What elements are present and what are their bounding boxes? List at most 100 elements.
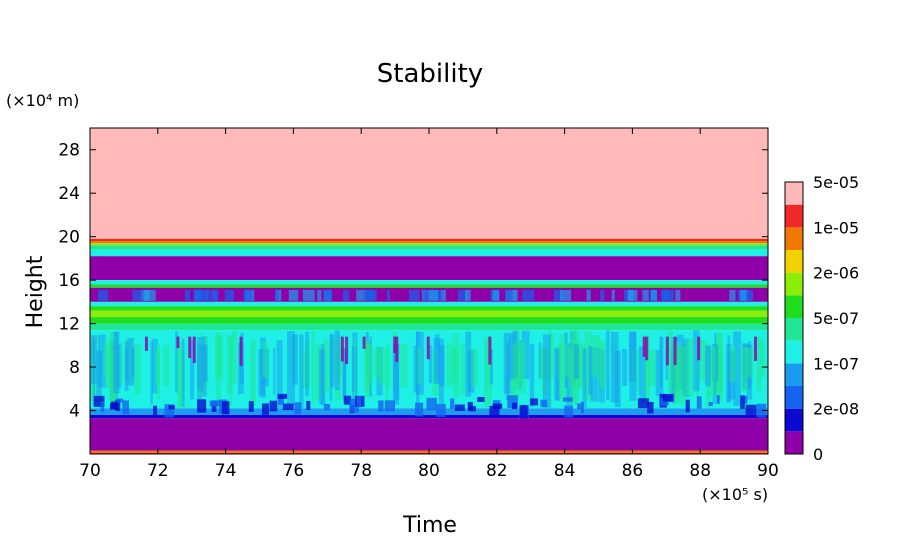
texture-gap xyxy=(317,289,322,301)
texture-streak xyxy=(353,338,356,395)
texture-dip xyxy=(306,400,311,410)
texture-gap xyxy=(642,289,649,301)
colorbar-swatch xyxy=(785,295,803,318)
texture-streak xyxy=(343,348,346,402)
colorbar-swatch xyxy=(785,250,803,273)
contour-plot-area xyxy=(90,128,768,454)
texture-streak xyxy=(151,338,158,394)
contour-band-8 xyxy=(90,284,768,288)
contour-band-18 xyxy=(90,418,768,451)
texture-pocket xyxy=(144,336,148,351)
texture-streak xyxy=(113,331,120,394)
texture-dip xyxy=(745,404,757,415)
texture-gap xyxy=(553,289,563,301)
texture-dip xyxy=(116,398,124,403)
x-tick-label: 90 xyxy=(757,461,779,481)
contour-band-11 xyxy=(90,306,768,311)
texture-streak xyxy=(573,344,580,380)
texture-gap xyxy=(145,289,156,301)
texture-gap xyxy=(740,289,747,301)
texture-streak xyxy=(258,349,265,396)
texture-streak xyxy=(760,340,765,378)
texture-dip xyxy=(562,397,573,402)
texture-pocket xyxy=(192,336,196,364)
texture-streak xyxy=(385,348,389,408)
colorbar-label: 0 xyxy=(813,445,823,464)
texture-gap xyxy=(522,289,535,301)
texture-dip xyxy=(100,401,105,413)
texture-streak xyxy=(249,339,256,406)
x-tick-label: 88 xyxy=(689,461,711,481)
y-tick-label: 16 xyxy=(58,271,80,291)
x-axis-label: Time xyxy=(402,513,457,538)
texture-streak xyxy=(311,330,315,404)
texture-streak xyxy=(640,346,647,405)
texture-streak xyxy=(305,331,309,397)
texture-gap xyxy=(141,289,150,301)
texture-dip xyxy=(93,395,105,407)
texture-gap xyxy=(386,289,391,301)
texture-streak xyxy=(127,338,135,386)
x-tick-label: 72 xyxy=(147,461,169,481)
texture-streak xyxy=(520,341,526,395)
texture-streak xyxy=(175,331,179,393)
texture-streak xyxy=(453,348,460,398)
texture-dip xyxy=(580,401,584,414)
texture-pocket xyxy=(345,336,349,365)
texture-gap xyxy=(243,289,253,301)
texture-pocket xyxy=(426,336,430,360)
texture-gap xyxy=(440,289,446,301)
texture-pocket xyxy=(665,336,669,366)
texture-dip xyxy=(489,405,500,418)
colorbar-label: 5e-05 xyxy=(813,173,859,192)
texture-gap xyxy=(650,289,657,301)
texture-streak xyxy=(529,343,535,407)
texture-dip xyxy=(248,401,254,412)
texture-pocket xyxy=(488,336,492,365)
texture-dip xyxy=(577,403,582,410)
x-tick-label: 74 xyxy=(215,461,237,481)
texture-dip xyxy=(282,403,294,411)
texture-dip xyxy=(637,398,649,409)
texture-streak xyxy=(538,342,542,379)
colorbar: 0 2e-08 1e-07 5e-07 2e-06 1e-05 5e-05 xyxy=(784,173,859,464)
texture-dip xyxy=(343,395,352,405)
texture-dip xyxy=(261,403,269,415)
contour-band-10 xyxy=(90,301,768,307)
texture-streak xyxy=(299,334,304,409)
texture-streak xyxy=(591,335,599,378)
texture-gap xyxy=(324,289,333,301)
texture-streak xyxy=(329,333,333,401)
contour-band-12 xyxy=(90,310,768,318)
texture-pocket xyxy=(697,336,701,361)
texture-dip xyxy=(540,399,548,408)
texture-streak xyxy=(564,343,570,377)
x-tick-label: 70 xyxy=(79,461,101,481)
contour-band-17 xyxy=(90,414,768,419)
texture-gap xyxy=(505,289,512,301)
y-tick-label: 4 xyxy=(69,402,80,422)
texture-streak xyxy=(416,346,421,384)
texture-gap xyxy=(356,289,367,301)
colorbar-swatch xyxy=(785,408,803,432)
texture-gap xyxy=(427,289,439,301)
texture-gap xyxy=(464,289,471,301)
texture-streak xyxy=(323,339,330,394)
texture-streak xyxy=(438,338,444,404)
texture-streak xyxy=(614,350,621,408)
texture-streak xyxy=(103,340,108,377)
texture-gap xyxy=(342,289,350,301)
colorbar-swatch xyxy=(785,182,803,205)
texture-streak xyxy=(413,345,418,393)
texture-streak xyxy=(287,330,295,405)
texture-streak xyxy=(647,349,656,387)
texture-dip xyxy=(323,403,331,410)
texture-pocket xyxy=(362,336,366,349)
texture-gap xyxy=(193,289,203,301)
texture-dip xyxy=(454,404,465,411)
texture-streak xyxy=(92,339,95,406)
texture-gap xyxy=(513,289,518,301)
texture-streak xyxy=(276,340,283,409)
texture-streak xyxy=(460,342,466,396)
x-ticks: 70 72 74 76 78 80 82 84 86 88 90 xyxy=(79,128,779,481)
